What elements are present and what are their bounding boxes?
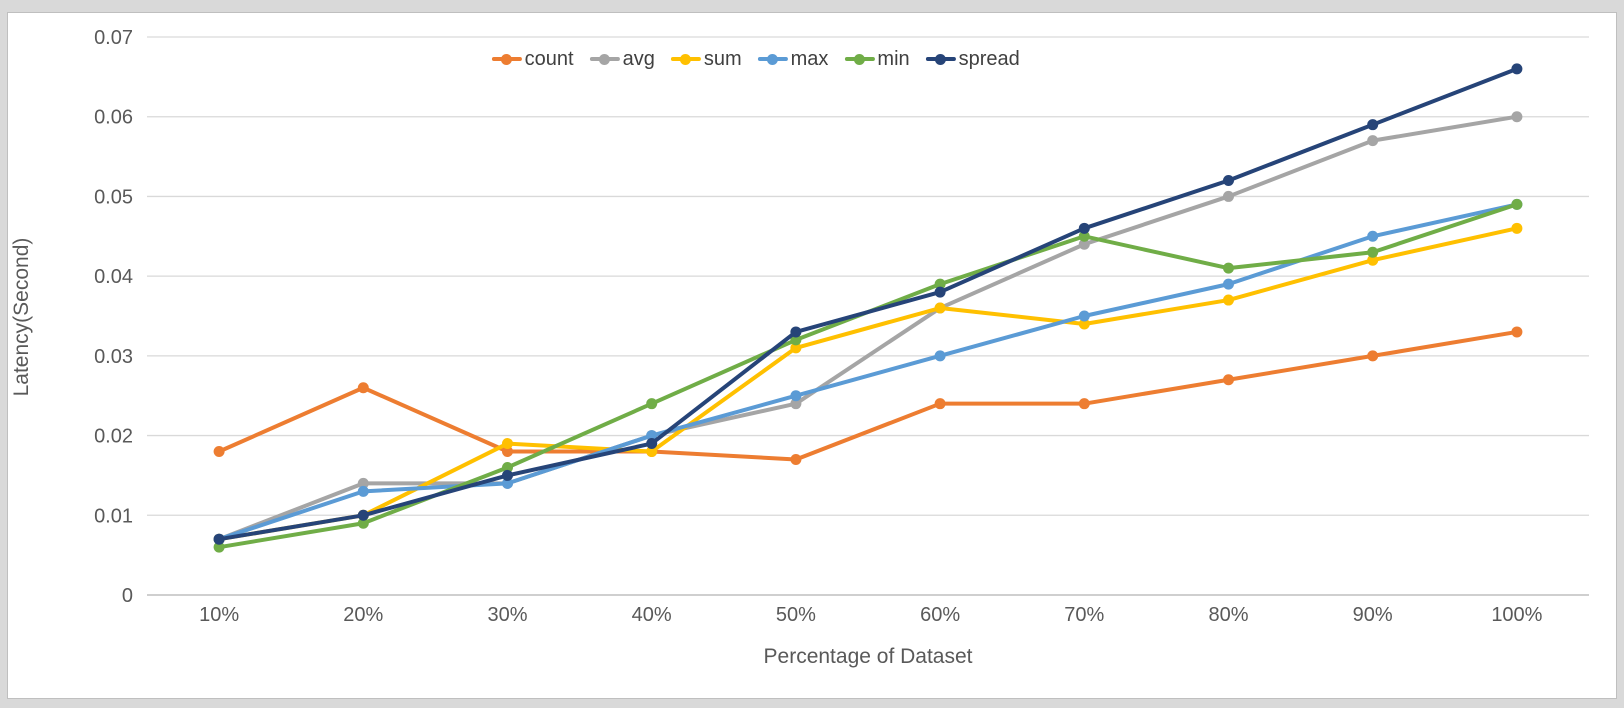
data-point-min	[1511, 198, 1523, 210]
x-tick-label: 100%	[1491, 604, 1542, 626]
data-point-spread	[1511, 63, 1523, 75]
data-point-spread	[213, 533, 225, 545]
data-point-max	[1223, 278, 1234, 290]
series-line-avg	[217, 114, 1519, 542]
data-point-count	[1367, 350, 1379, 362]
legend-marker-count	[491, 53, 522, 66]
y-tick-label: 0.01	[94, 505, 133, 527]
data-point-min	[646, 398, 658, 410]
line-chart: 0 0.01 0.02 0.03 0.04 0.05 0.06 0.07 10% 20% 30% 40…	[94, 27, 1589, 626]
y-tick-label: 0.07	[94, 27, 133, 49]
legend-marker-sum	[670, 53, 701, 66]
data-point-max	[934, 350, 946, 362]
legend-marker-max	[757, 53, 788, 66]
data-point-max	[502, 477, 513, 489]
data-point-spread	[1223, 174, 1234, 186]
y-axis-title: Latency(Second)	[10, 237, 33, 397]
data-point-sum	[790, 342, 802, 354]
data-point-sum	[934, 302, 946, 314]
legend-label: max	[790, 48, 829, 70]
data-point-spread	[357, 509, 369, 521]
legend-item-max: max	[757, 48, 829, 70]
x-tick-label: 80%	[1208, 604, 1248, 626]
data-point-min	[357, 517, 369, 529]
legend-label: sum	[703, 48, 742, 70]
data-point-sum	[1367, 254, 1379, 266]
legend-marker-min	[844, 53, 875, 66]
data-point-sum	[1223, 294, 1234, 306]
data-point-max	[357, 485, 369, 497]
x-tick-label: 70%	[1064, 604, 1104, 626]
x-tick-label: 50%	[776, 604, 816, 626]
series-line-sum	[217, 226, 1519, 542]
data-point-max	[1078, 310, 1090, 322]
y-tick-label: 0.06	[94, 107, 133, 129]
y-tick-label: 0.02	[94, 426, 133, 448]
chart-legend: count avg sum max min spread	[491, 48, 1020, 70]
y-tick-label: 0.05	[94, 186, 133, 208]
data-point-avg	[1223, 190, 1234, 202]
data-point-sum	[646, 446, 658, 458]
legend-label: min	[877, 48, 910, 70]
data-point-sum	[502, 438, 513, 450]
x-tick-label: 90%	[1353, 604, 1393, 626]
data-point-avg	[357, 477, 369, 489]
data-point-spread	[934, 286, 946, 298]
data-point-min	[213, 541, 225, 553]
data-point-min	[502, 461, 513, 473]
legend-item-min: min	[844, 48, 910, 70]
data-point-min	[790, 334, 802, 346]
y-tick-label: 0.03	[94, 346, 133, 368]
x-tick-label: 40%	[632, 604, 672, 626]
data-point-max	[790, 390, 802, 402]
data-point-max	[1367, 230, 1379, 242]
chart-panel: 0 0.01 0.02 0.03 0.04 0.05 0.06 0.07 10% 20% 30% 40…	[7, 12, 1617, 699]
data-point-count	[1511, 326, 1523, 338]
legend-marker-spread	[925, 53, 956, 66]
data-point-spread	[502, 469, 513, 481]
data-point-spread	[1078, 222, 1090, 234]
data-point-max	[646, 430, 658, 442]
data-point-count	[357, 382, 369, 394]
data-point-min	[1078, 230, 1090, 242]
legend-item-spread: spread	[925, 48, 1020, 70]
series-line-count	[217, 329, 1519, 462]
x-tick-label: 20%	[343, 604, 383, 626]
data-point-spread	[1367, 119, 1379, 131]
x-axis-title: Percentage of Dataset	[763, 645, 973, 668]
x-tick-label: 30%	[487, 604, 527, 626]
data-point-sum	[1511, 222, 1523, 234]
legend-marker-avg	[589, 53, 620, 66]
data-point-count	[790, 453, 802, 465]
data-point-count	[1078, 398, 1090, 410]
legend-item-sum: sum	[670, 48, 742, 70]
x-tick-label: 60%	[920, 604, 960, 626]
data-point-avg	[1078, 238, 1090, 250]
series-line-max	[217, 202, 1519, 542]
data-point-sum	[1078, 318, 1090, 330]
legend-label: spread	[958, 48, 1020, 70]
data-point-spread	[790, 326, 802, 338]
legend-item-avg: avg	[589, 48, 655, 70]
y-tick-label: 0.04	[94, 266, 133, 288]
y-tick-label: 0	[122, 585, 133, 607]
legend-label: count	[524, 48, 574, 70]
legend-label: avg	[622, 48, 655, 70]
data-point-count	[1223, 374, 1234, 386]
data-point-avg	[1511, 111, 1523, 123]
data-point-count	[934, 398, 946, 410]
data-point-count	[502, 446, 513, 458]
data-point-spread	[646, 438, 658, 450]
data-point-count	[213, 446, 225, 458]
data-point-min	[934, 278, 946, 290]
data-point-avg	[790, 398, 802, 410]
series-line-spread	[217, 66, 1519, 542]
legend-item-count: count	[491, 48, 574, 70]
x-tick-label: 10%	[199, 604, 239, 626]
data-point-min	[1367, 246, 1379, 258]
data-point-min	[1223, 262, 1234, 274]
data-point-avg	[1367, 135, 1379, 147]
